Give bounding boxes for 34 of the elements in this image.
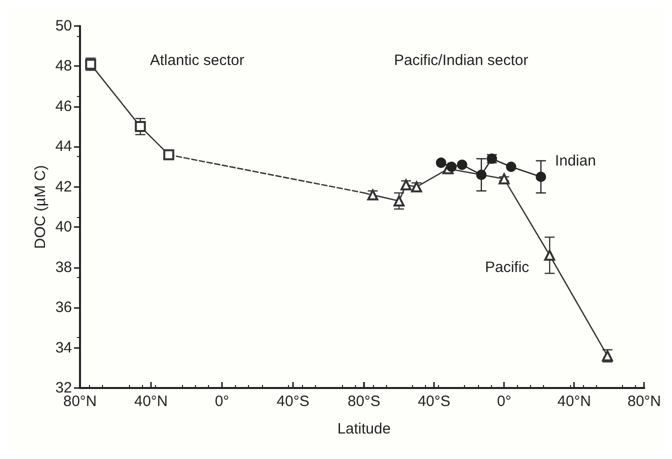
point (134, 121, 146, 132)
y-tick-label: 46 (55, 98, 72, 115)
x-tick-label: 40°N (134, 393, 168, 410)
y-tick-label: 42 (55, 178, 72, 196)
y-tick-label: 36 (55, 299, 72, 316)
point (394, 195, 405, 206)
x-tick-label: 80°N (627, 393, 661, 410)
x-tick-label: 40°N (557, 393, 591, 410)
x-tick-label: 0° (496, 393, 512, 410)
point (536, 172, 546, 182)
point (476, 170, 486, 180)
point (506, 162, 516, 172)
x-tick-label: 40°S (418, 393, 450, 410)
point (163, 149, 174, 160)
series-label: Indian (555, 152, 596, 170)
x-tick-label: 80°S (348, 393, 380, 410)
point (498, 173, 510, 184)
point (436, 158, 446, 168)
series-label: Pacific (484, 258, 530, 276)
point (446, 162, 457, 172)
annotation: Pacific/Indian sector (394, 52, 528, 69)
point (544, 250, 556, 261)
y-tick-label: 38 (55, 258, 72, 276)
x-tick-label: 0° (214, 393, 230, 410)
x-axis-title: Latitude (337, 420, 391, 438)
y-tick-label: 44 (55, 138, 72, 156)
annotation: Atlantic sector (150, 52, 244, 69)
y-tick-label: 34 (55, 339, 72, 356)
y-tick-label: 50 (55, 18, 72, 34)
y-tick-label: 40 (55, 218, 72, 236)
x-tick-label: 40°S (276, 393, 310, 410)
point (456, 160, 468, 170)
y-axis-title: DOC (µM C) (32, 165, 49, 249)
y-tick-label: 48 (55, 58, 72, 75)
